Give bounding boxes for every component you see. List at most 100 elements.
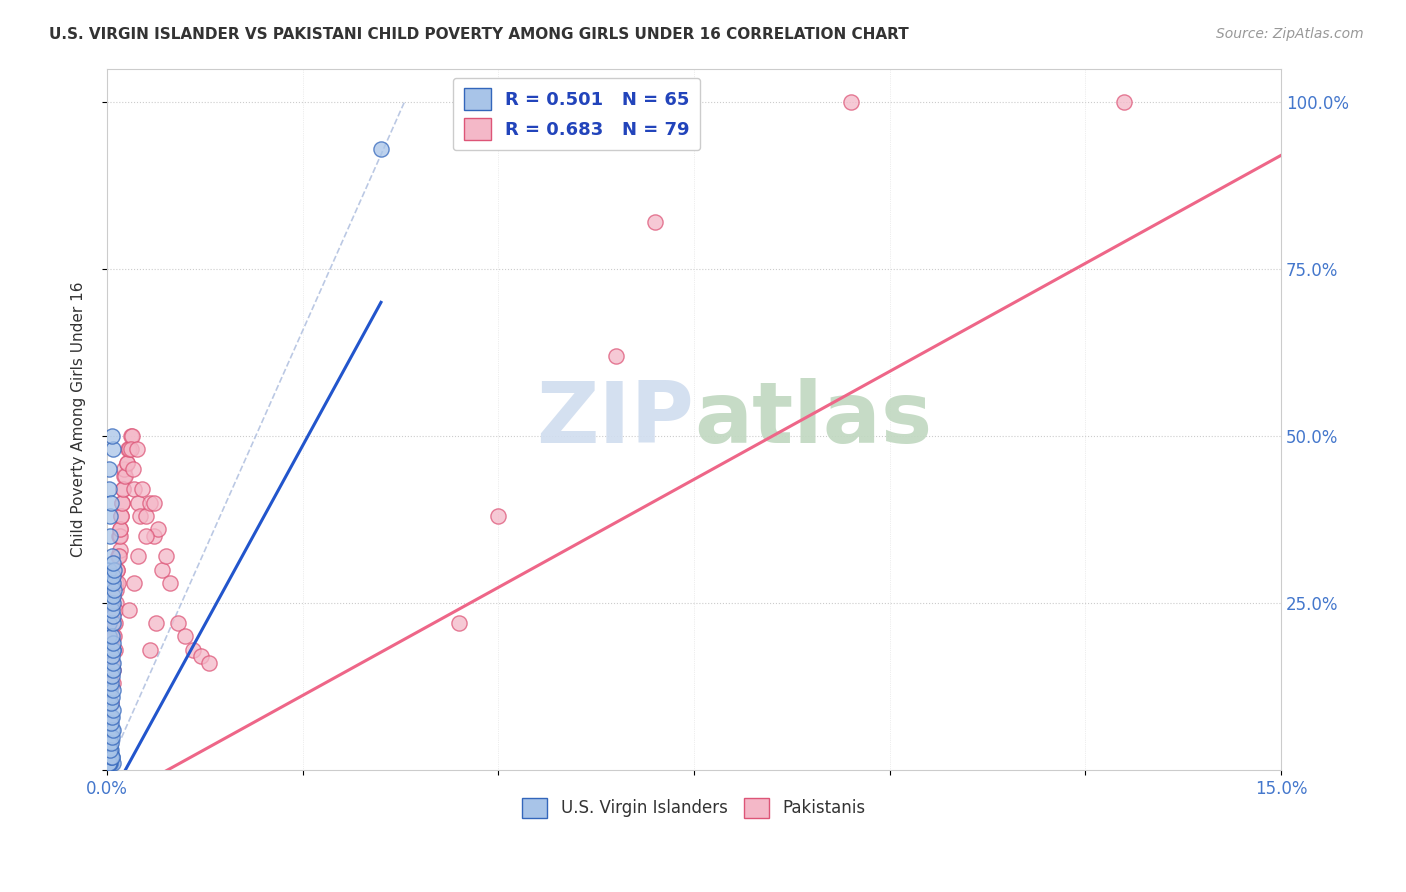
Point: [103, 589, 125, 603]
Point: [103, 563, 125, 577]
Point: [103, 442, 125, 457]
Point: [98, 682, 121, 697]
Point: [104, 596, 127, 610]
Point: [103, 615, 125, 630]
Point: [100, 669, 122, 683]
Point: [100, 602, 122, 616]
Point: [100, 736, 122, 750]
Point: [98, 730, 121, 744]
Point: [100, 749, 122, 764]
Point: [98, 529, 121, 543]
Point: [105, 563, 128, 577]
Point: [129, 509, 152, 524]
Point: [115, 456, 138, 470]
Point: [101, 576, 124, 591]
Point: [97, 756, 120, 771]
Point: [98, 716, 121, 731]
Point: [139, 496, 162, 510]
Text: U.S. VIRGIN ISLANDER VS PAKISTANI CHILD POVERTY AMONG GIRLS UNDER 16 CORRELATION: U.S. VIRGIN ISLANDER VS PAKISTANI CHILD …: [49, 27, 908, 42]
Point: [100, 663, 122, 677]
Point: [103, 569, 125, 583]
Point: [101, 663, 124, 677]
Point: [111, 496, 134, 510]
Point: [198, 656, 221, 670]
Point: [101, 676, 124, 690]
Point: [105, 582, 128, 597]
Point: [190, 649, 212, 664]
Point: [100, 629, 122, 643]
Point: [1114, 95, 1136, 109]
Point: [100, 576, 122, 591]
Point: [104, 615, 127, 630]
Point: [108, 529, 131, 543]
Point: [120, 442, 142, 457]
Y-axis label: Child Poverty Among Girls Under 16: Child Poverty Among Girls Under 16: [72, 282, 86, 557]
Point: [97, 743, 120, 757]
Point: [100, 690, 122, 704]
Point: [97, 629, 120, 643]
Point: [98, 682, 121, 697]
Point: [98, 730, 121, 744]
Point: [100, 596, 122, 610]
Point: [110, 509, 132, 524]
Point: [100, 429, 122, 443]
Point: [105, 563, 128, 577]
Point: [103, 656, 125, 670]
Point: [143, 496, 166, 510]
Point: [100, 696, 122, 710]
Point: [101, 642, 124, 657]
Point: [100, 749, 122, 764]
Point: [100, 676, 122, 690]
Point: [166, 615, 188, 630]
Point: [101, 703, 124, 717]
Point: [122, 462, 145, 476]
Point: [108, 529, 131, 543]
Point: [127, 496, 149, 510]
Point: [100, 730, 122, 744]
Point: [100, 496, 122, 510]
Point: [98, 756, 121, 771]
Point: [112, 469, 135, 483]
Point: [98, 483, 121, 497]
Point: [105, 576, 128, 591]
Point: [100, 709, 122, 723]
Legend: U.S. Virgin Islanders, Pakistanis: U.S. Virgin Islanders, Pakistanis: [516, 791, 872, 825]
Text: Source: ZipAtlas.com: Source: ZipAtlas.com: [1216, 27, 1364, 41]
Point: [100, 743, 122, 757]
Point: [98, 509, 121, 524]
Point: [101, 596, 124, 610]
Point: [114, 469, 136, 483]
Text: atlas: atlas: [695, 377, 932, 461]
Point: [118, 602, 141, 616]
Point: [839, 95, 862, 109]
Point: [103, 582, 125, 597]
Point: [100, 696, 122, 710]
Point: [100, 716, 122, 731]
Point: [101, 723, 124, 737]
Point: [110, 523, 132, 537]
Point: [100, 649, 122, 664]
Point: [98, 736, 121, 750]
Point: [98, 749, 121, 764]
Point: [100, 709, 122, 723]
Point: [104, 602, 127, 616]
Point: [107, 549, 129, 564]
Point: [605, 349, 627, 363]
Point: [644, 215, 666, 229]
Point: [98, 756, 121, 771]
Point: [110, 509, 132, 524]
Point: [98, 749, 121, 764]
Point: [370, 142, 392, 156]
Point: [111, 496, 134, 510]
Point: [100, 656, 122, 670]
Point: [139, 642, 162, 657]
Point: [100, 549, 122, 564]
Point: [115, 456, 138, 470]
Point: [101, 756, 124, 771]
Point: [111, 483, 134, 497]
Point: [97, 743, 120, 757]
Point: [100, 723, 122, 737]
Point: [145, 615, 167, 630]
Point: [97, 462, 120, 476]
Point: [117, 442, 139, 457]
